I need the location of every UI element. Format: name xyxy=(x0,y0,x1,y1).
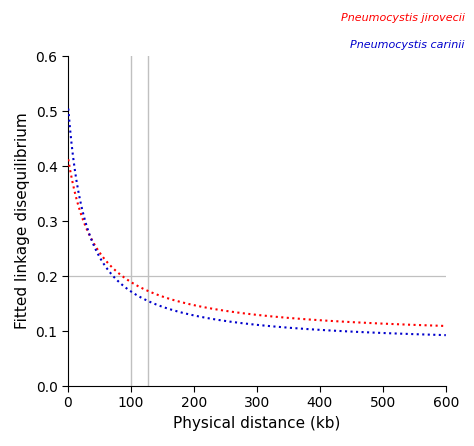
Y-axis label: Fitted linkage disequilibrium: Fitted linkage disequilibrium xyxy=(15,113,30,330)
Text: Pneumocystis jirovecii: Pneumocystis jirovecii xyxy=(340,13,465,23)
Text: Pneumocystis carinii: Pneumocystis carinii xyxy=(350,40,465,50)
X-axis label: Physical distance (kb): Physical distance (kb) xyxy=(173,416,341,431)
